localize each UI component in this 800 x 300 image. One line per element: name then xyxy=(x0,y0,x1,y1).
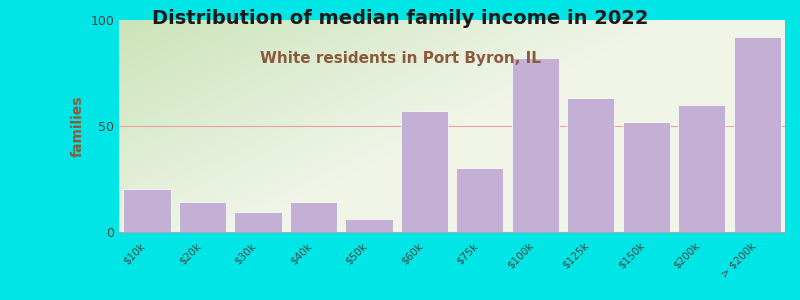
Bar xyxy=(512,58,559,232)
Bar xyxy=(290,202,337,232)
Bar xyxy=(234,212,282,232)
Text: Distribution of median family income in 2022: Distribution of median family income in … xyxy=(152,9,648,28)
Bar xyxy=(456,168,503,232)
Text: White residents in Port Byron, IL: White residents in Port Byron, IL xyxy=(259,51,541,66)
Bar xyxy=(401,111,448,232)
Bar xyxy=(622,122,670,232)
Bar xyxy=(678,105,726,232)
Bar xyxy=(567,98,614,232)
Bar xyxy=(346,219,393,232)
Bar xyxy=(123,189,170,232)
Bar xyxy=(179,202,226,232)
Bar xyxy=(734,37,781,232)
Y-axis label: families: families xyxy=(71,95,85,157)
